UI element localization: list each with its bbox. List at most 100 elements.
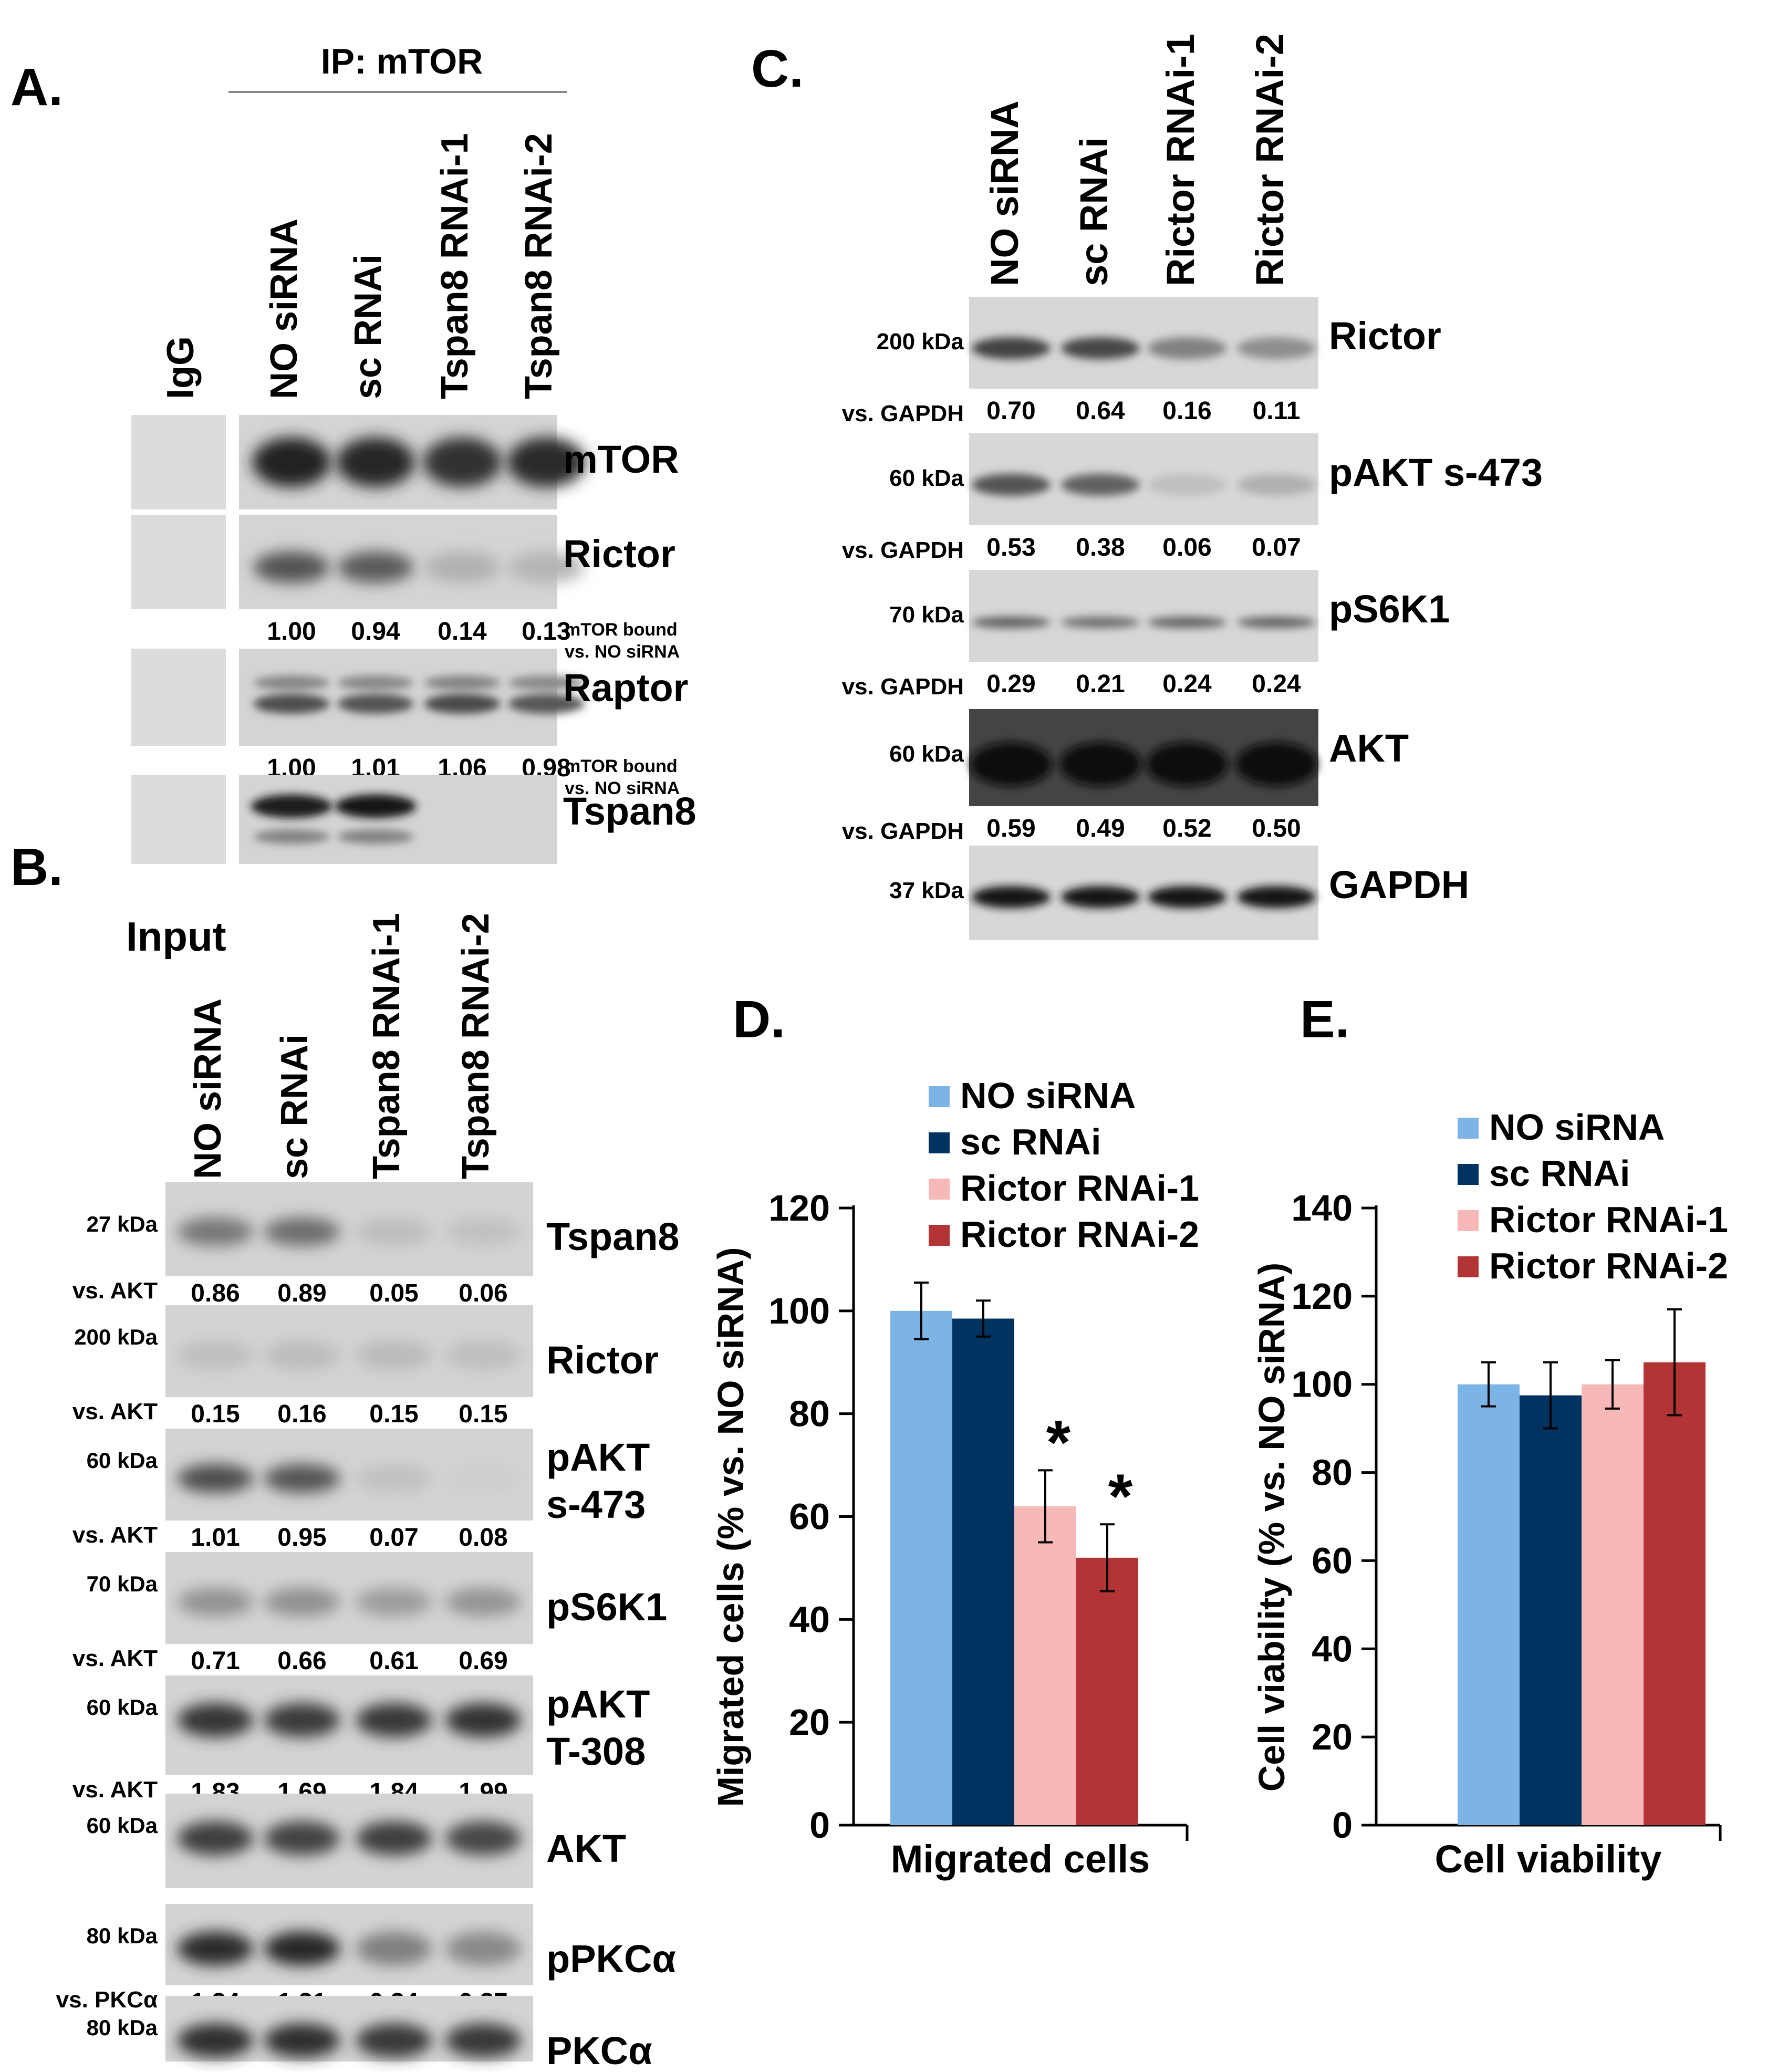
panel-a-letter: A.	[11, 58, 63, 117]
y-axis-title: Migrated cells (% vs. NO siRNA)	[710, 1247, 751, 1807]
y-tick-label: 20	[789, 1702, 830, 1743]
quant-b-pakts-473-1: 0.95	[277, 1524, 326, 1552]
lane-label-c-sc-rnai: sc RNAi	[1072, 137, 1116, 286]
band-mtor-2	[423, 437, 502, 487]
quant-note-line2: vs. NO siRNA	[565, 778, 680, 798]
quant-c-ps6k1-1: 0.21	[1076, 670, 1125, 698]
blot-label-b-ps6k1: pS6K1	[546, 1585, 667, 1629]
band-b-ps6k1-3	[445, 1587, 522, 1617]
quant-b-rictor-1: 0.16	[277, 1400, 326, 1428]
lane-label-b-tspan8-rnai-1: Tspan8 RNAi-1	[366, 913, 408, 1179]
bar-sc-rnai	[1520, 1395, 1582, 1825]
y-tick-label: 40	[1312, 1628, 1353, 1669]
lane-label-igg: IgG	[160, 336, 202, 399]
lane-label-no-sirna: NO siRNA	[263, 218, 305, 399]
band-raptor-0	[253, 694, 330, 714]
blot-label-c-rictor: Rictor	[1329, 314, 1441, 358]
igg-membrane-tspan8	[131, 775, 226, 864]
band-tspan8-0	[251, 794, 332, 818]
quant-c-pakt-s-473-0: 0.53	[986, 534, 1035, 561]
quant-label-b-ps6k1: vs. AKT	[72, 1646, 158, 1671]
band-b-akt-0	[177, 1821, 254, 1856]
blot-label-rictor: Rictor	[563, 532, 675, 576]
kda-marker-b-ppkc: 80 kDa	[87, 1923, 158, 1948]
kda-marker-c-akt: 60 kDa	[889, 741, 964, 767]
quant-label-c-rictor: vs. GAPDH	[842, 401, 964, 426]
kda-marker-b-ps6k1: 70 kDa	[87, 1571, 158, 1596]
kda-marker-c-ps6k1: 70 kDa	[889, 602, 964, 628]
quant-b-rictor-0: 0.15	[191, 1400, 240, 1428]
quant-c-pakt-s-473-1: 0.38	[1076, 534, 1125, 561]
y-axis-title: Cell viability (% vs. NO siRNA)	[1251, 1263, 1292, 1792]
y-tick-label: 0	[1332, 1805, 1353, 1846]
band-rictor-3	[508, 551, 585, 583]
quant-b-pakts-473-0: 1.01	[191, 1524, 240, 1552]
band-c-rictor-3	[1237, 337, 1316, 359]
band-c-ps6k1-3	[1237, 617, 1316, 628]
quant-b-ps6k1-1: 0.66	[277, 1647, 326, 1675]
band-b-ppkc-1	[264, 1931, 340, 1966]
quant-note-line1: mTOR bound	[565, 756, 678, 776]
kda-marker-b-paktt-308: 60 kDa	[87, 1695, 158, 1720]
bar-rictor-rnai-2	[1076, 1557, 1138, 1825]
band-b-tspan8-3	[445, 1217, 522, 1246]
blot-label-c-ps6k1: pS6K1	[1329, 587, 1450, 631]
y-tick-label: 100	[768, 1290, 830, 1331]
blot-label-b-paktt-308: pAKT	[546, 1682, 650, 1726]
lane-label-c-rictor-rnai-2: Rictor RNAi-2	[1248, 34, 1292, 286]
bar-no-sirna	[890, 1310, 952, 1825]
kda-marker-b-akt: 60 kDa	[87, 1813, 158, 1838]
quant-b-ps6k1-2: 0.61	[369, 1647, 418, 1675]
band-c-pakt-s-473-3	[1237, 474, 1316, 496]
igg-membrane-rictor	[131, 515, 226, 609]
input-label: Input	[126, 913, 226, 960]
band-tspan8-lower-0	[253, 829, 330, 844]
band-c-rictor-0	[972, 337, 1051, 359]
band-b-ppkc-3	[445, 1931, 522, 1966]
band-b-paktt-308-1	[264, 1703, 340, 1737]
band-mtor-0	[252, 437, 331, 487]
band-b-rictor-0	[177, 1340, 254, 1370]
band-b-akt-3	[445, 1821, 522, 1856]
ip-label: IP: mTOR	[321, 41, 483, 81]
legend-swatch-rictor-rnai-1	[929, 1179, 950, 1200]
quant-b-ps6k1-3: 0.69	[459, 1647, 507, 1675]
band-c-akt-1	[1059, 742, 1141, 786]
panel-b: B. Input NO siRNA sc RNAi Tspan8 RNAi-1 Tspan…	[11, 838, 680, 2072]
y-tick-label: 60	[789, 1496, 830, 1537]
legend-swatch-rictor-rnai-1	[1458, 1210, 1479, 1231]
band-b-paktt-308-2	[356, 1703, 432, 1737]
band-c-pakt-s-473-1	[1061, 474, 1140, 496]
quant-label-b-tspan8: vs. AKT	[72, 1278, 158, 1304]
quant-c-akt-0: 0.59	[986, 815, 1035, 842]
kda-marker-b-pkc: 80 kDa	[87, 2015, 158, 2040]
y-tick-label: 0	[809, 1805, 830, 1846]
band-b-akt-2	[356, 1821, 432, 1856]
panel-d-migration-chart: D. 0 20 40 60 80 100 120 * * Migrated cells Migrate…	[710, 990, 1199, 1881]
band-raptor-2	[424, 694, 501, 714]
igg-membrane-raptor	[131, 649, 226, 746]
band-c-gapdh-0	[972, 886, 1051, 908]
legend-label-rictor-rnai-1: Rictor RNAi-1	[960, 1168, 1199, 1209]
quant-label-b-paktt-308: vs. AKT	[72, 1777, 158, 1803]
y-tick-label: 20	[1312, 1716, 1353, 1757]
legend-label-rictor-rnai-2: Rictor RNAi-2	[1489, 1245, 1728, 1286]
y-tick-label: 120	[768, 1188, 830, 1228]
band-raptor-upper-2	[424, 675, 501, 690]
band-b-pakts-473-3	[445, 1464, 522, 1493]
legend-swatch-rictor-rnai-2	[929, 1225, 950, 1246]
quant-label-c-pakt-s-473: vs. GAPDH	[842, 537, 964, 563]
band-b-pkc-0	[177, 2023, 254, 2058]
quant-rictor-3: 0.13	[522, 618, 570, 645]
quant-c-akt-3: 0.50	[1252, 815, 1301, 842]
band-c-akt-2	[1146, 742, 1228, 786]
band-rictor-2	[424, 551, 501, 583]
band-raptor-upper-3	[508, 675, 585, 690]
quant-c-ps6k1-3: 0.24	[1252, 670, 1301, 698]
legend-swatch-no-sirna	[929, 1086, 950, 1107]
panel-c: C. NO siRNA sc RNAi Rictor RNAi-1 Rictor RNA…	[751, 34, 1543, 940]
kda-marker-c-gapdh: 37 kDa	[889, 878, 964, 903]
band-b-rictor-2	[356, 1340, 432, 1370]
blot-label-b-rictor: Rictor	[546, 1338, 659, 1382]
band-b-pkc-2	[356, 2023, 432, 2058]
